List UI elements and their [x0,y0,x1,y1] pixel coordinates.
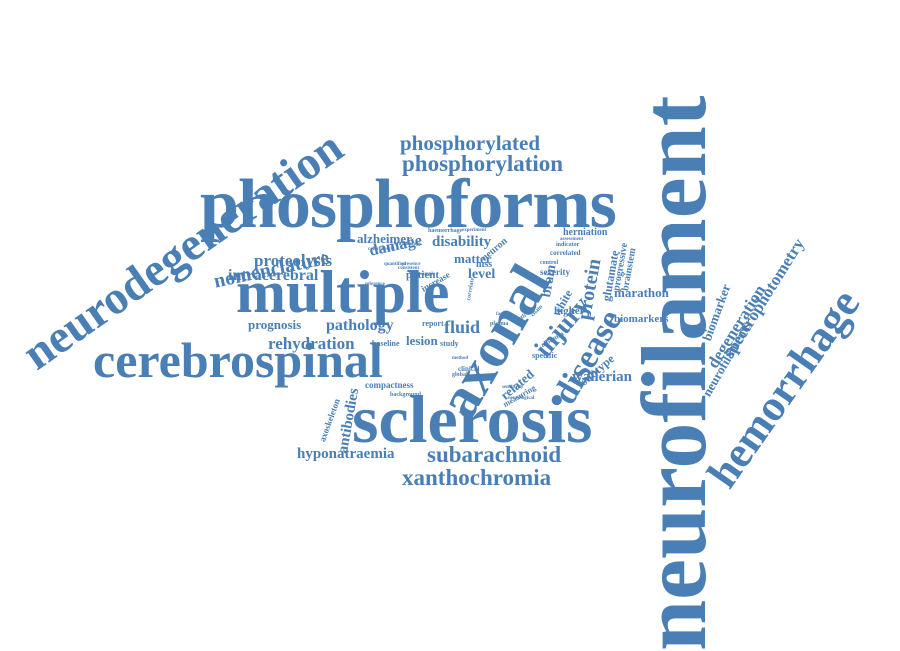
word-intracerebral: intracerebral [228,267,319,284]
word-biomarkers: biomarkers [614,313,669,325]
word-matter: matter [454,251,492,266]
word-correlated: correlated [550,249,581,257]
word-mss: mss [476,259,493,270]
word-study: study [440,339,459,348]
word-consistent: consistent [398,266,420,271]
word-control: control [540,260,559,266]
word-fundoscopy: fundoscopy [397,242,422,247]
word-haemorrhage: haemorrhage [428,228,463,234]
word-clinical: clinical [458,365,480,373]
word-plasma: plasma [490,321,509,327]
word-phosphorylated: phosphorylated [400,131,541,155]
word-sclerosis: sclerosis [352,381,593,457]
word-compactness: compactness [365,380,414,390]
word-specific: specific [532,351,558,360]
word-rehydration: rehydration [268,334,355,353]
word-hemorrhage: hemorrhage [697,280,870,497]
word-neurofilament: neurofilament [623,95,725,651]
word-sensitivity: sensitivity [502,385,524,390]
word-indicator: indicator [556,242,580,248]
word-xanthochromia: xanthochromia [402,465,552,490]
word-sample: sample [420,272,435,277]
word-fluid: fluid [444,317,481,337]
word-hyponatraemia: hyponatraemia [297,446,395,462]
word-factor: factor [496,312,509,317]
word-colorimetric: colorimetric [368,247,395,252]
word-neurological: neurological [508,396,535,401]
word-disability: disability [432,234,492,250]
word-phosphoforms: phosphoforms [200,166,617,243]
word-assessment: assessment [560,237,584,242]
word-phosphorylation: phosphorylation [402,151,564,176]
word-proteolysis: proteolysis [254,251,333,270]
word-baseline: baseline [372,339,400,348]
word-patient: patient [406,269,439,281]
word-level: level [468,267,496,282]
word-cerebrospinal: cerebrospinal [93,332,383,388]
word-global: global [452,372,468,378]
word-background: background [390,392,421,398]
word-quantified: quantified [384,262,406,267]
word-subarachnoid: subarachnoid [427,442,562,467]
word-method: method [452,356,469,361]
word-pathology: pathology [326,317,394,334]
word-severity: severity [540,267,570,277]
word-alzheimer: alzheimer [357,231,412,246]
word-prognosis: prognosis [248,317,302,332]
word-lesion: lesion [406,333,438,348]
word-reference: reference [365,282,385,287]
word-higher: higher [554,305,585,317]
word-herniation: herniation [563,227,608,238]
word-report: report [422,319,444,328]
word-presence: presence [402,262,421,267]
word-multiple: multiple [236,259,450,325]
word-marathon: marathon [614,285,669,300]
word-wallerian: wallerian [572,369,632,385]
word-experiment: experiment [462,228,487,233]
